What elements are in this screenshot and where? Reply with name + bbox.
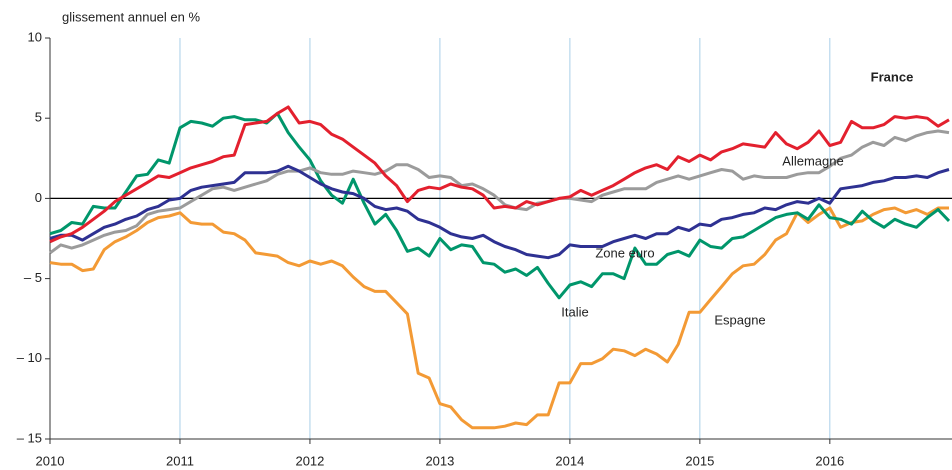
- series-line: [49, 111, 951, 300]
- y-tick-label: 0: [35, 190, 42, 205]
- series-line: [49, 105, 950, 244]
- x-tick-label: 2012: [295, 453, 324, 468]
- x-tick-label: 2015: [685, 453, 714, 468]
- y-axis-title: glissement annuel en %: [62, 9, 200, 24]
- series-line: [49, 129, 950, 255]
- x-tick-label: 2016: [815, 453, 844, 468]
- y-tick-label: 5: [35, 110, 42, 125]
- x-tick-label: 2014: [555, 453, 584, 468]
- y-tick-label: – 15: [17, 430, 42, 445]
- x-tick-label: 2013: [425, 453, 454, 468]
- series-label: Zone euro: [595, 245, 654, 260]
- y-tick-label: 10: [28, 29, 42, 44]
- series-label: Allemagne: [782, 153, 843, 168]
- series-line: [49, 206, 949, 430]
- x-tick-label: 2011: [166, 453, 194, 468]
- y-tick-label: – 5: [24, 270, 42, 285]
- y-tick-label: – 10: [17, 350, 42, 365]
- series-label: Italie: [561, 304, 588, 319]
- x-tick-label: 2010: [36, 453, 65, 468]
- series-line: [49, 164, 950, 260]
- series-label: France: [871, 69, 914, 84]
- series-label: Espagne: [714, 312, 765, 327]
